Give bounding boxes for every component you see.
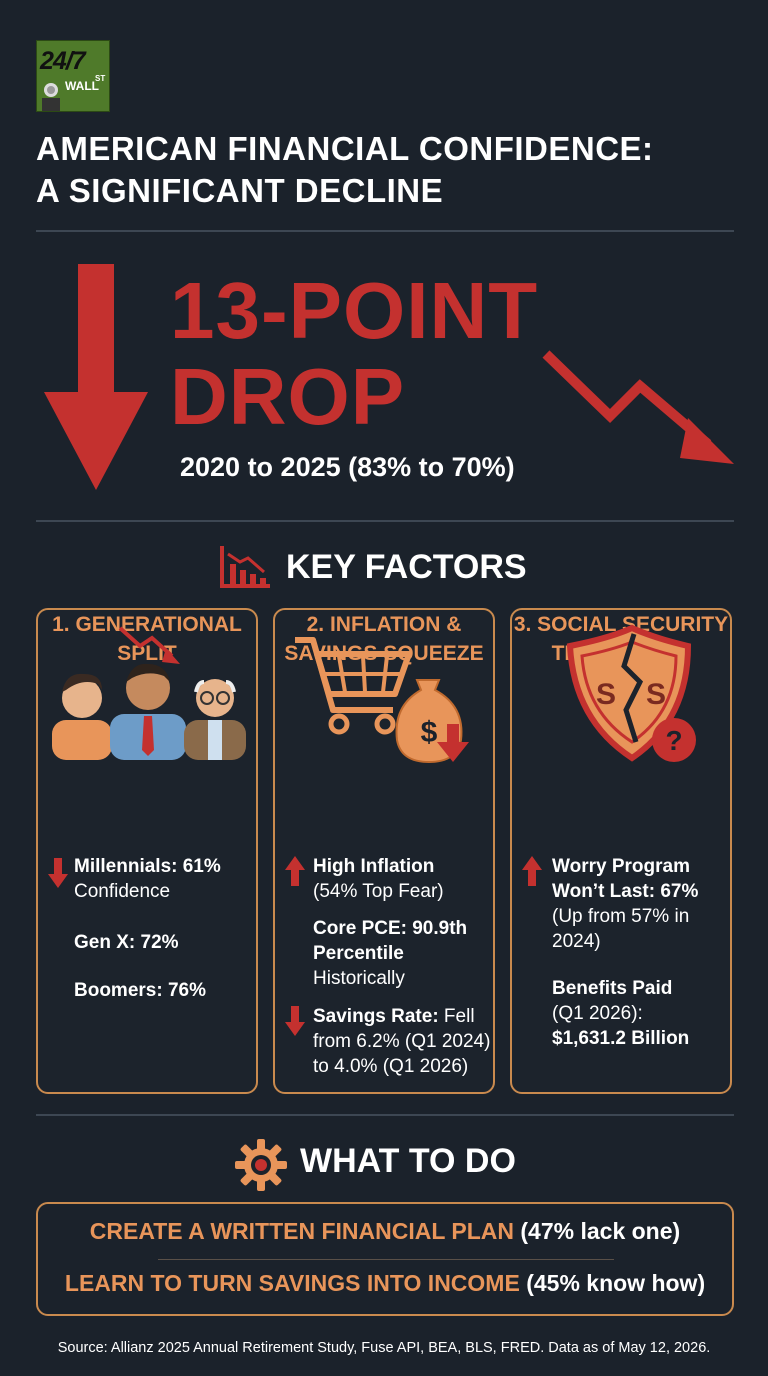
trend-down-arrow-icon: [542, 350, 734, 464]
item-sub: 2024): [552, 931, 601, 952]
item-value: $1,631.2 Billion: [552, 1028, 690, 1049]
item-label: Boomers: 76%: [74, 980, 206, 1001]
item-sub: to 4.0% (Q1 2026): [313, 1056, 469, 1077]
arrow-up-icon: [522, 856, 542, 886]
factor-card-inflation: $ 2. INFLATION & SAVINGS SQUEEZE High In…: [273, 608, 495, 1094]
item-sub: (54% Top Fear): [313, 881, 444, 902]
divider: [36, 1114, 734, 1116]
list-item: Worry Program Won’t Last: 67% (Up from 5…: [552, 854, 698, 954]
factor-card-social-security: S S ? 3. SOCIAL SECURITY TRUST ISSUE Wor…: [510, 608, 732, 1094]
svg-text:S: S: [646, 678, 666, 711]
actions-box: CREATE A WRITTEN FINANCIAL PLAN (47% lac…: [36, 1202, 734, 1316]
hero-range: 2020 to 2025 (83% to 70%): [180, 452, 515, 482]
item-label: Gen X: 72%: [74, 932, 179, 953]
title-line-2: A SIGNIFICANT DECLINE: [36, 172, 444, 209]
people-icon: [52, 626, 246, 760]
page-title: AMERICAN FINANCIAL CONFIDENCE: A SIGNIFI…: [36, 128, 736, 212]
divider: [36, 520, 734, 522]
action-note: (45% know how): [519, 1270, 706, 1296]
brand-logo: 24/7 WALL ST: [36, 40, 110, 112]
arrow-down-icon: [48, 858, 68, 888]
svg-text:$: $: [421, 716, 438, 749]
action-item: LEARN TO TURN SAVINGS INTO INCOME (45% k…: [38, 1270, 732, 1297]
portrait-icon: [42, 83, 60, 111]
item-sub: (Q1 2026):: [552, 1003, 643, 1024]
logo-sup: ST: [95, 74, 106, 83]
list-item: High Inflation (54% Top Fear): [313, 854, 444, 904]
card-heading-line-1: 1. GENERATIONAL: [52, 613, 242, 636]
hero-headline-line-1: 13-POINT: [170, 266, 539, 355]
item-sub: Fell: [438, 1006, 475, 1027]
action-highlight: CREATE A WRITTEN FINANCIAL PLAN: [89, 1218, 514, 1244]
source-note: Source: Allianz 2025 Annual Retirement S…: [57, 1340, 711, 1356]
list-item: Gen X: 72%: [74, 930, 179, 955]
action-highlight: LEARN TO TURN SAVINGS INTO INCOME: [64, 1270, 520, 1296]
card-heading-line-1: 2. INFLATION &: [306, 613, 462, 636]
item-label: Savings Rate:: [313, 1006, 439, 1027]
item-label: Benefits Paid: [552, 978, 673, 999]
item-label: Worry Program: [552, 856, 690, 877]
list-item: Core PCE: 90.9th Percentile Historically: [313, 916, 467, 991]
item-label: Millennials: 61%: [74, 856, 221, 877]
big-down-arrow-icon: [44, 264, 148, 490]
bar-chart-down-icon: [220, 546, 270, 588]
shield-icon: S S ?: [566, 624, 696, 762]
what-to-do-title: WHAT TO DO: [300, 1142, 516, 1180]
factor-card-generational: 1. GENERATIONAL SPLIT Millennials: 61% C…: [36, 608, 258, 1094]
hero-headline-line-2: DROP: [170, 352, 406, 441]
item-sub: from 6.2% (Q1 2024): [313, 1031, 491, 1052]
action-divider: [158, 1259, 614, 1260]
logo-word: WALL: [65, 79, 99, 93]
item-sub: Confidence: [74, 881, 171, 902]
title-line-1: AMERICAN FINANCIAL CONFIDENCE:: [36, 130, 654, 167]
list-item: Savings Rate: Fell from 6.2% (Q1 2024) t…: [313, 1004, 490, 1079]
action-item: CREATE A WRITTEN FINANCIAL PLAN (47% lac…: [38, 1218, 732, 1245]
divider: [36, 230, 734, 232]
key-factors-title: KEY FACTORS: [286, 548, 527, 586]
arrow-up-icon: [285, 856, 305, 886]
list-item: Millennials: 61% Confidence: [74, 854, 221, 904]
action-note: (47% lack one): [514, 1218, 681, 1244]
arrow-down-icon: [285, 1006, 305, 1036]
list-item: Boomers: 76%: [74, 978, 206, 1003]
svg-text:S: S: [596, 678, 616, 711]
item-label: Core PCE: 90.9th: [313, 918, 468, 939]
gear-icon: [235, 1139, 287, 1191]
item-label: High Inflation: [313, 856, 435, 877]
hero-headline: 13-POINT DROP: [170, 268, 538, 440]
logo-number: 24/7: [40, 47, 86, 75]
list-item: Benefits Paid (Q1 2026): $1,631.2 Billio…: [552, 976, 689, 1051]
item-sub: Historically: [313, 968, 405, 989]
cart-icon: $: [295, 637, 469, 764]
svg-text:?: ?: [665, 725, 682, 756]
item-label: Won’t Last: 67%: [552, 881, 699, 902]
item-sub: (Up from 57% in: [552, 906, 690, 927]
card-heading-line-1: 3. SOCIAL SECURITY: [513, 613, 729, 636]
item-label: Percentile: [313, 943, 404, 964]
